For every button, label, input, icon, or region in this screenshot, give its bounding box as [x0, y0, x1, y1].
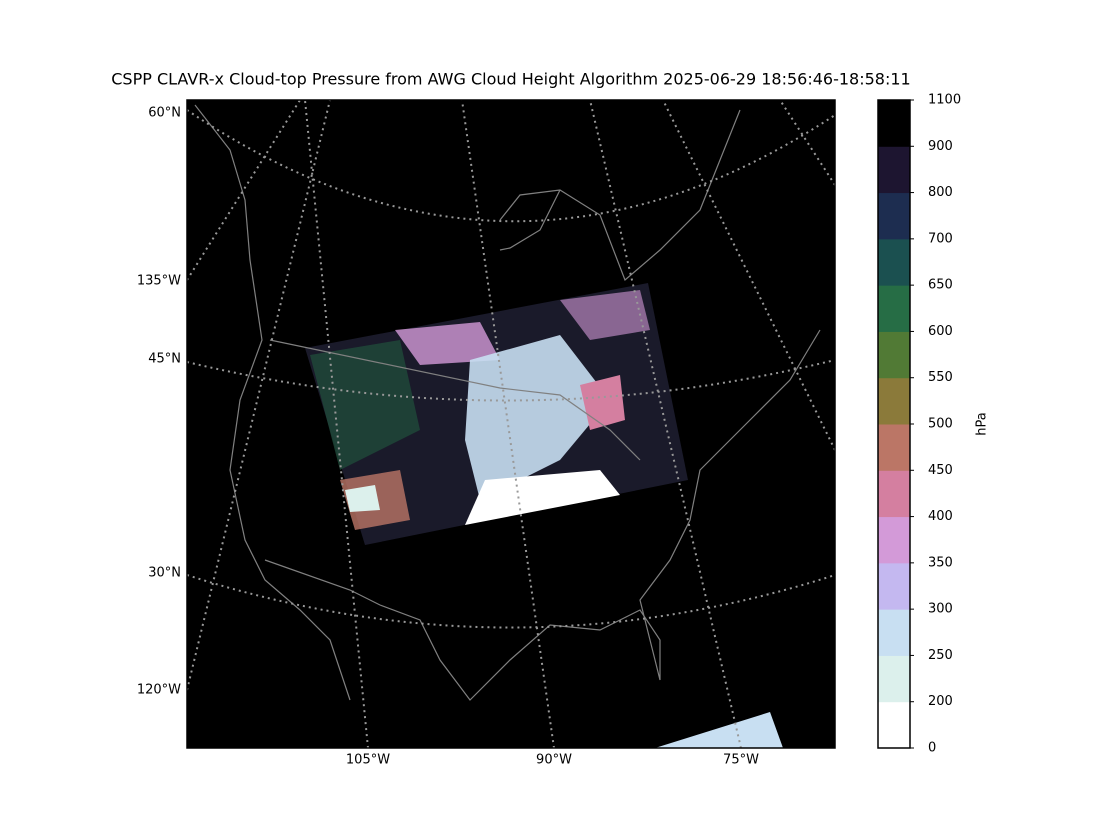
lon-label: 105°W	[346, 753, 390, 768]
title: CSPP CLAVR-x Cloud-top Pressure from AWG…	[111, 70, 910, 89]
colorbar-segment	[878, 285, 910, 332]
graticule	[187, 100, 835, 748]
lat-label: 45°N	[148, 352, 181, 367]
map-frame	[186, 99, 836, 749]
colorbar-tick-label: 800	[928, 185, 953, 200]
colorbar-tick-label: 900	[928, 139, 953, 154]
colorbar-tick-label: 1100	[928, 93, 961, 108]
lon-label: 135°W	[137, 274, 181, 289]
colorbar-tick-label: 250	[928, 648, 953, 663]
colorbar-segment	[878, 192, 910, 240]
coastline	[194, 104, 821, 701]
colorbar: hPa 0 200 250 300 350 400 450 500 550 600 650 700 80…	[877, 93, 990, 756]
colorbar-tick-label: 450	[928, 463, 953, 478]
colorbar-segment	[878, 100, 910, 147]
lon-label: 120°W	[137, 683, 181, 698]
colorbar-tick-label: 350	[928, 555, 953, 570]
colorbar-tick-label: 550	[928, 370, 953, 385]
lon-label: 90°W	[536, 753, 572, 768]
lat-label: 60°N	[148, 106, 181, 121]
colorbar-tick-label: 0	[928, 741, 936, 756]
colorbar-segment	[878, 516, 910, 564]
colorbar-segment	[878, 470, 910, 518]
colorbar-segment	[878, 562, 910, 610]
colorbar-tick-label: 500	[928, 417, 953, 432]
colorbar-segment	[878, 609, 910, 656]
colorbar-segment	[878, 331, 910, 379]
cloud-swath	[305, 283, 783, 748]
colorbar-tick-label: 300	[928, 602, 953, 617]
colorbar-tick-label: 650	[928, 278, 953, 293]
colorbar-tick-label: 200	[928, 694, 953, 709]
colorbar-segment	[878, 424, 910, 471]
lon-label: 75°W	[723, 753, 759, 768]
colorbar-segment	[878, 655, 910, 703]
colorbar-segment	[878, 146, 910, 194]
colorbar-tick-label: 400	[928, 509, 953, 524]
lat-label: 30°N	[148, 566, 181, 581]
colorbar-segment	[878, 238, 910, 286]
colorbar-segment	[878, 701, 910, 749]
colorbar-label: hPa	[975, 412, 990, 435]
colorbar-tick-label: 600	[928, 324, 953, 339]
map: 60°N 135°W 45°N 30°N 120°W 105°W 90°W 75…	[137, 99, 836, 768]
colorbar-tick-label: 700	[928, 231, 953, 246]
colorbar-segment	[878, 377, 910, 425]
